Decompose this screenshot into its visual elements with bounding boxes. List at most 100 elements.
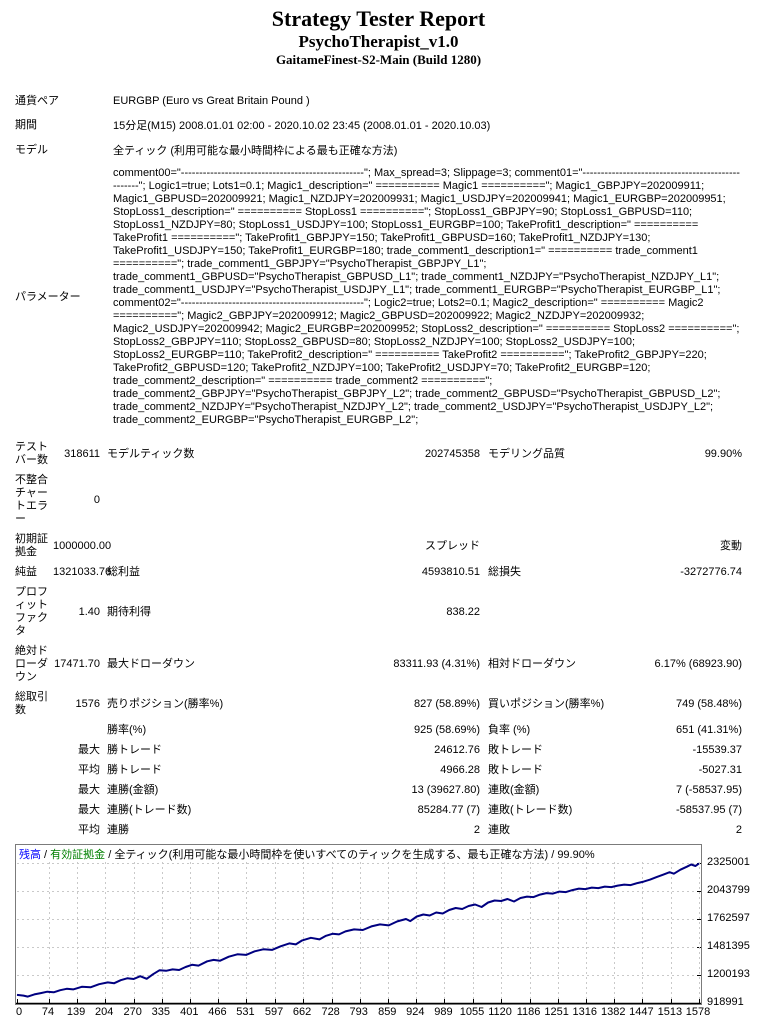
stat-value: 平均 xyxy=(78,824,100,836)
stat-value: 7 (-58537.95) xyxy=(675,784,742,796)
stat-value: 最大 xyxy=(78,804,100,816)
stats-row-drawdown: 絶対ドローダウン 17471.70 最大ドローダウン 83311.93 (4.31%)… xyxy=(15,645,742,684)
equity-chart-legend: 残高 / 有効証拠金 / 全ティック(利用可能な最小時間枠を使いすべてのティック… xyxy=(19,846,595,862)
legend-separator: / xyxy=(548,849,558,861)
stat-label: 不整合チャートエラー xyxy=(15,474,48,525)
stat-label: 勝トレード xyxy=(107,764,162,776)
legend-separator: / xyxy=(105,849,115,861)
stat-value: 202745358 xyxy=(424,447,480,460)
y-axis-tick-label: 2325001 xyxy=(707,856,750,868)
stat-label: 総損失 xyxy=(488,566,521,578)
stat-value: 1000000.00 xyxy=(53,539,112,552)
x-axis-tick-label: 924 xyxy=(406,1006,425,1018)
x-axis-tick-label: 466 xyxy=(208,1006,227,1018)
equity-chart: 残高 / 有効証拠金 / 全ティック(利用可能な最小時間枠を使いすべてのティック… xyxy=(15,844,757,1022)
stat-value: 17471.70 xyxy=(54,658,100,670)
legend-model: 全ティック(利用可能な最小時間枠を使いすべてのティックを生成する、最も正確な方法… xyxy=(114,849,549,861)
x-axis-tick-label: 139 xyxy=(66,1006,86,1018)
x-axis-tick-label: 74 xyxy=(41,1006,55,1018)
server-build: GaitameFinest-S2-Main (Build 1280) xyxy=(275,52,482,67)
stat-value: 平均 xyxy=(78,764,100,776)
stat-value: 4966.28 xyxy=(440,764,480,776)
stats-row-mismatch-errors: 不整合チャートエラー 0 xyxy=(15,474,742,526)
y-axis-tick-label: 1200193 xyxy=(707,968,750,980)
stat-label: テストバー数 xyxy=(15,441,48,466)
stats-row-avg-consecutive: 平均 連勝 2 連敗 2 xyxy=(15,824,742,837)
stats-row-bars: テストバー数 318611 モデルティック数 202745358 モデリング品質 99.9… xyxy=(15,441,742,467)
stat-value: 318611 xyxy=(64,447,100,460)
stat-label: 買いポジション(勝率%) xyxy=(488,697,605,710)
x-axis-tick-label: 204 xyxy=(94,1006,114,1018)
x-axis-tick-label: 401 xyxy=(180,1006,199,1018)
stat-value: 最大 xyxy=(78,784,100,796)
stat-value: 651 (41.31%) xyxy=(675,724,742,736)
stat-value: 24612.76 xyxy=(434,744,480,756)
stat-label: 期待利得 xyxy=(107,605,151,618)
stat-label: 敗トレード xyxy=(488,744,543,756)
stats-row-average-trade: 平均 勝トレード 4966.28 敗トレード -5027.31 xyxy=(15,764,742,777)
x-axis-tick-label: 1578 xyxy=(685,1006,711,1018)
x-axis-tick-label: 1055 xyxy=(459,1006,485,1018)
stat-value: -15539.37 xyxy=(692,744,742,756)
stat-label: 純益 xyxy=(15,566,37,578)
period-label: 期間 xyxy=(15,119,37,131)
stat-value: 1321033.76 xyxy=(53,566,112,578)
stat-value: 13 (39627.80) xyxy=(411,784,481,796)
stat-label: 総利益 xyxy=(107,566,140,578)
x-axis-tick-label: 989 xyxy=(434,1006,453,1018)
stat-label: 売りポジション(勝率%) xyxy=(107,697,224,710)
info-row-symbol: 通貨ペア EURGBP (Euro vs Great Britain Pound… xyxy=(15,94,742,108)
stat-label: プロフィットファクタ xyxy=(15,586,48,637)
model-label: モデル xyxy=(15,144,48,156)
symbol-value: EURGBP (Euro vs Great Britain Pound ) xyxy=(113,95,310,107)
x-axis-tick-label: 728 xyxy=(321,1006,340,1018)
x-axis-tick-label: 859 xyxy=(378,1006,397,1018)
stat-label: 連勝 xyxy=(107,824,129,836)
x-axis-tick-label: 1120 xyxy=(488,1006,512,1018)
stat-value: 83311.93 (4.31%) xyxy=(393,658,480,670)
period-value: 15分足(M15) 2008.01.01 02:00 - 2020.10.02 … xyxy=(113,120,491,132)
stats-row-initial-deposit: 初期証拠金 1000000.00 スプレッド 変動 xyxy=(15,533,742,559)
x-axis-tick-label: 1382 xyxy=(601,1006,626,1018)
stat-label: 勝トレード xyxy=(107,744,162,756)
x-axis-tick-label: 270 xyxy=(123,1006,142,1018)
symbol-label: 通貨ペア xyxy=(15,95,59,107)
stat-value: 749 (58.48%) xyxy=(675,697,742,710)
stat-label: 負率 (%) xyxy=(488,724,531,736)
report-header: Strategy Tester Report PsychoTherapist_v… xyxy=(15,6,742,68)
stat-value: 6.17% (68923.90) xyxy=(654,658,742,670)
x-axis-tick-label: 1513 xyxy=(657,1006,683,1018)
stat-label: 連敗(金額) xyxy=(488,784,540,796)
legend-separator: / xyxy=(41,849,51,861)
stat-value: 4593810.51 xyxy=(421,566,480,578)
balance-curve xyxy=(16,862,700,998)
legend-quality: 99.90% xyxy=(557,849,595,861)
parameters-label: パラメーター xyxy=(15,291,81,303)
stats-row-win-rate: 勝率(%) 925 (58.69%) 負率 (%) 651 (41.31%) xyxy=(15,724,742,737)
stat-label: モデルティック数 xyxy=(107,447,195,460)
y-axis-tick-label: 2043799 xyxy=(707,884,750,896)
ea-name: PsychoTherapist_v1.0 xyxy=(298,32,459,51)
stat-value: -3272776.74 xyxy=(680,566,742,578)
stat-value: 2 xyxy=(473,824,480,836)
balance-line-chart xyxy=(16,862,701,1004)
x-axis-tick-label: 1251 xyxy=(544,1006,569,1018)
x-axis-tick-label: 1186 xyxy=(516,1006,541,1018)
info-row-period: 期間 15分足(M15) 2008.01.01 02:00 - 2020.10.… xyxy=(15,117,742,133)
stats-row-max-consecutive-count: 最大 連勝(トレード数) 85284.77 (7) 連敗(トレード数) -58537.9… xyxy=(15,804,742,817)
x-axis-tick-label: 1447 xyxy=(629,1006,654,1018)
stat-label: 連勝(金額) xyxy=(107,784,159,796)
stat-label: 総取引数 xyxy=(15,691,48,716)
stats-row-net-profit: 純益 1321033.76 総利益 4593810.51 総損失 -3272776.74 xyxy=(15,566,742,579)
stats-table: テストバー数 318611 モデルティック数 202745358 モデリング品質 99.9… xyxy=(15,441,742,837)
stat-value: 838.22 xyxy=(446,605,480,618)
stat-value: 827 (58.89%) xyxy=(413,697,480,710)
stat-label: 相対ドローダウン xyxy=(488,658,576,670)
stat-label: 勝率(%) xyxy=(107,724,147,736)
stat-label: 連勝(トレード数) xyxy=(107,804,192,816)
stat-value: 変動 xyxy=(720,539,742,552)
stat-label: 最大ドローダウン xyxy=(107,658,195,670)
stats-row-largest-trade: 最大 勝トレード 24612.76 敗トレード -15539.37 xyxy=(15,744,742,757)
info-row-model: モデル 全ティック (利用可能な最小時間枠による最も正確な方法) xyxy=(15,142,742,158)
